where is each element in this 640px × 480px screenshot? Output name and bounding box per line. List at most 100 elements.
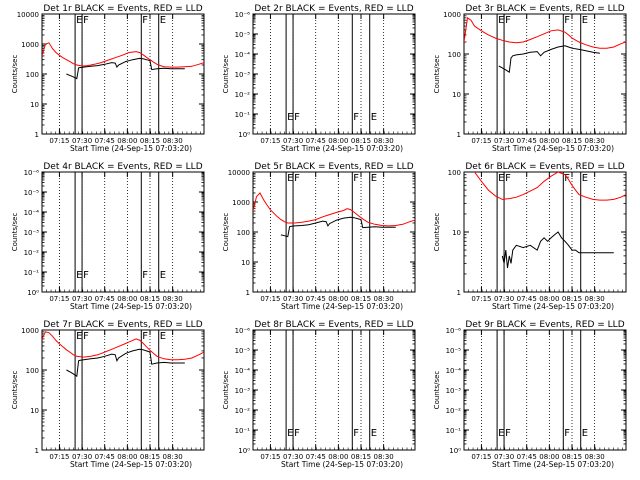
event-marker-label: F — [142, 270, 148, 281]
series-lld-line — [464, 17, 626, 49]
x-tick-label: 08:00 — [328, 137, 348, 145]
x-tick-label: 08:30 — [374, 137, 394, 145]
plot-frame — [41, 13, 205, 135]
x-tick-label: 08:00 — [539, 295, 559, 303]
y-tick-label: 10⁻² — [24, 249, 40, 257]
x-axis-label: Start Time (24-Sep-15 07:03:20) — [70, 144, 192, 153]
x-tick-label: 08:00 — [539, 453, 559, 461]
x-tick-label: 08:00 — [328, 453, 348, 461]
y-tick-label: 10⁰ — [238, 131, 250, 139]
plot-frame — [252, 329, 416, 451]
y-tick-label: 10⁻² — [235, 407, 251, 415]
y-tick-label: 10⁻¹ — [446, 427, 462, 435]
chart-title: Det 8r BLACK = Events, RED = LLD — [254, 320, 413, 330]
event-marker-label: E — [160, 15, 166, 26]
x-tick-label: 08:00 — [117, 453, 137, 461]
y-tick-label: 1 — [35, 447, 39, 455]
series-lld-line — [473, 172, 626, 201]
y-tick-label: 10⁻⁴ — [24, 209, 40, 217]
x-axis-label: Start Time (24-Sep-15 07:03:20) — [70, 460, 192, 469]
x-tick-label: 07:30 — [283, 295, 303, 303]
y-axis-label: Counts/sec — [222, 55, 230, 94]
chart-title: Det 6r BLACK = Events, RED = LLD — [465, 162, 624, 172]
y-tick-label: 10⁻⁴ — [446, 367, 462, 375]
x-tick-label: 07:30 — [72, 295, 92, 303]
x-tick-label: 07:15 — [471, 453, 491, 461]
series-lld-line — [253, 192, 415, 227]
x-axis-label: Start Time (24-Sep-15 07:03:20) — [492, 302, 614, 311]
y-tick-label: 100 — [26, 367, 39, 375]
y-tick-label: 10 — [452, 229, 461, 237]
event-marker-label: E — [160, 270, 166, 281]
event-marker-label: E — [160, 331, 166, 342]
y-tick-label: 100 — [448, 169, 461, 177]
event-marker-label: E — [498, 428, 504, 439]
x-tick-label: 07:15 — [471, 295, 491, 303]
plot-frame — [463, 13, 627, 135]
x-tick-label: 08:00 — [539, 137, 559, 145]
series-events-line — [66, 57, 185, 80]
y-axis-label: Counts/sec — [433, 213, 441, 252]
x-tick-label: 08:30 — [163, 453, 183, 461]
event-marker-label: E — [287, 112, 293, 123]
series-events-line — [66, 348, 185, 378]
series-events-line — [501, 231, 614, 269]
x-tick-label: 07:30 — [72, 453, 92, 461]
event-marker-label: F — [353, 428, 359, 439]
x-tick-label: 08:15 — [562, 295, 582, 303]
y-tick-label: 10⁻⁵ — [235, 31, 251, 39]
plot-frame — [463, 329, 627, 451]
x-tick-label: 08:30 — [374, 453, 394, 461]
event-marker-label: E — [76, 331, 82, 342]
x-tick-label: 07:15 — [260, 453, 280, 461]
event-marker-label: E — [371, 173, 377, 184]
series-events-line — [280, 216, 396, 238]
chart-title: Det 7r BLACK = Events, RED = LLD — [43, 320, 202, 330]
event-marker-label: F — [83, 331, 89, 342]
event-marker-label: F — [83, 270, 89, 281]
y-tick-label: 10 — [30, 101, 39, 109]
event-marker-label: F — [564, 428, 570, 439]
plot-frame — [252, 13, 416, 135]
event-marker-label: F — [505, 173, 511, 184]
x-tick-label: 08:30 — [374, 295, 394, 303]
chart-panel-5: Det 5r BLACK = Events, RED = LLD 1 10 100 10… — [222, 162, 416, 311]
x-tick-label: 07:45 — [517, 137, 537, 145]
event-marker-label: E — [287, 428, 293, 439]
x-axis-label: Start Time (24-Sep-15 07:03:20) — [281, 302, 403, 311]
event-marker-label: E — [582, 15, 588, 26]
x-tick-label: 08:15 — [351, 137, 371, 145]
event-marker-label: E — [76, 15, 82, 26]
y-tick-label: 10000 — [17, 11, 39, 19]
x-tick-label: 07:45 — [306, 137, 326, 145]
y-tick-label: 1 — [35, 131, 39, 139]
x-tick-label: 07:30 — [494, 453, 514, 461]
x-tick-label: 07:15 — [260, 295, 280, 303]
y-axis-label: Counts/sec — [11, 213, 19, 252]
event-marker-label: E — [498, 15, 504, 26]
series-events-line — [498, 45, 600, 74]
chart-panel-8: Det 8r BLACK = Events, RED = LLD 10⁰ 10⁻¹ 1… — [222, 320, 416, 469]
series-lld-line — [42, 331, 204, 361]
y-tick-label: 10⁻³ — [235, 71, 251, 79]
y-tick-label: 10000 — [228, 169, 250, 177]
x-tick-label: 07:15 — [260, 137, 280, 145]
chart-title: Det 9r BLACK = Events, RED = LLD — [465, 320, 624, 330]
x-tick-label: 08:00 — [328, 295, 348, 303]
event-marker-label: E — [287, 173, 293, 184]
event-marker-label: E — [498, 173, 504, 184]
event-marker-label: E — [582, 428, 588, 439]
event-marker-label: E — [371, 428, 377, 439]
y-axis-label: Counts/sec — [222, 213, 230, 252]
x-tick-label: 07:45 — [95, 137, 115, 145]
y-tick-label: 1000 — [21, 327, 39, 335]
chart-title: Det 2r BLACK = Events, RED = LLD — [254, 4, 413, 14]
event-marker-label: F — [353, 173, 359, 184]
x-axis-label: Start Time (24-Sep-15 07:03:20) — [492, 460, 614, 469]
y-tick-label: 10⁻⁶ — [446, 327, 462, 335]
chart-panel-2: Det 2r BLACK = Events, RED = LLD 10⁰ 10⁻¹ 1… — [222, 4, 416, 153]
y-tick-label: 10⁰ — [238, 447, 250, 455]
chart-title: Det 4r BLACK = Events, RED = LLD — [43, 162, 202, 172]
y-tick-label: 10⁻⁴ — [235, 51, 251, 59]
y-tick-label: 1000 — [21, 41, 39, 49]
